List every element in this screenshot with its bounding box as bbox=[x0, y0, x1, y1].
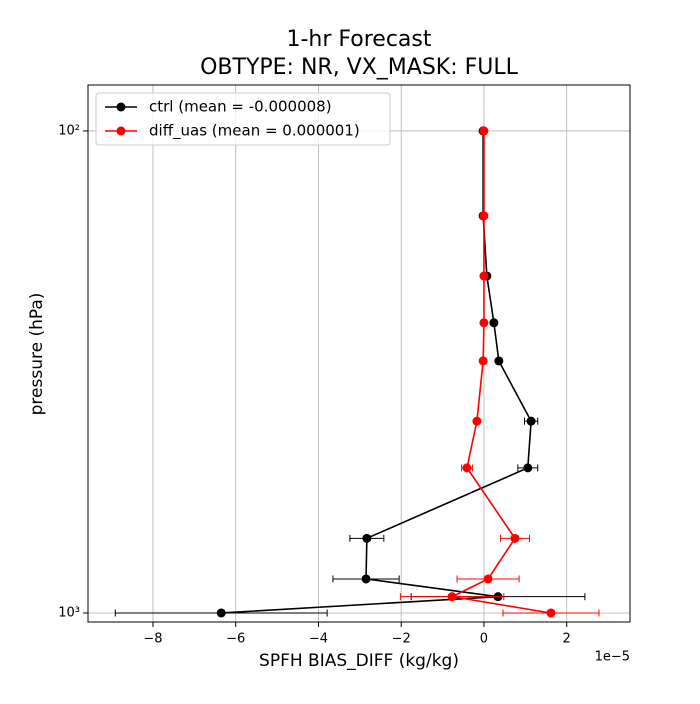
legend-label: ctrl (mean = -0.000008) bbox=[149, 98, 332, 116]
x-offset-label: 1e−5 bbox=[595, 650, 630, 665]
legend-box bbox=[95, 92, 391, 146]
marker bbox=[479, 271, 489, 281]
marker bbox=[526, 416, 536, 426]
series bbox=[399, 126, 600, 618]
x-tick-label: −2 bbox=[392, 632, 411, 647]
x-axis-label: SPFH BIAS_DIFF (kg/kg) bbox=[259, 651, 459, 671]
marker bbox=[494, 356, 504, 366]
marker bbox=[216, 608, 226, 618]
x-tick-label: −8 bbox=[143, 632, 162, 647]
legend-label: diff_uas (mean = 0.000001) bbox=[149, 122, 360, 141]
marker bbox=[362, 533, 372, 543]
marker bbox=[489, 318, 499, 328]
marker bbox=[523, 463, 533, 473]
y-axis-label: pressure (hPa) bbox=[27, 293, 47, 416]
plot-frame bbox=[87, 84, 631, 623]
chart-title: 1-hr Forecast bbox=[286, 27, 431, 52]
marker bbox=[361, 574, 371, 584]
marker bbox=[483, 574, 493, 584]
x-tick-label: 0 bbox=[480, 632, 488, 647]
x-tick-label: −6 bbox=[226, 632, 245, 647]
marker bbox=[510, 533, 520, 543]
x-tick-label: 2 bbox=[563, 632, 571, 647]
marker bbox=[447, 592, 457, 602]
marker bbox=[479, 318, 489, 328]
marker bbox=[479, 211, 489, 221]
x-tick-label: −4 bbox=[309, 632, 328, 647]
y-tick-label: 10² bbox=[58, 123, 80, 138]
legend-marker bbox=[116, 126, 126, 136]
marker bbox=[462, 463, 472, 473]
marker bbox=[472, 416, 482, 426]
chart-subtitle: OBTYPE: NR, VX_MASK: FULL bbox=[200, 55, 519, 80]
marker bbox=[478, 356, 488, 366]
y-tick-label: 10³ bbox=[58, 605, 80, 620]
legend-marker bbox=[116, 102, 126, 112]
marker bbox=[546, 608, 556, 618]
marker bbox=[479, 126, 489, 136]
